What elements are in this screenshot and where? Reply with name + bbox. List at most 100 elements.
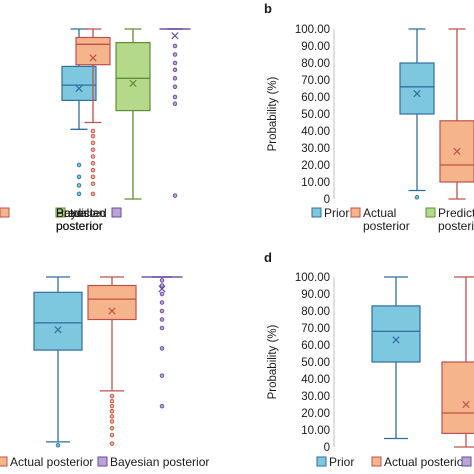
legend-label: Actual posterior <box>10 455 93 469</box>
y-tick-label: 70.00 <box>301 75 330 87</box>
outlier-point <box>172 43 178 49</box>
legend-swatch <box>97 456 108 467</box>
mean-marker <box>392 336 400 344</box>
mean-marker <box>462 400 470 409</box>
outlier-point <box>90 181 96 186</box>
outlier-point <box>172 84 178 90</box>
panel-letter: b <box>264 1 272 16</box>
legend-label: Bayesian <box>56 206 105 220</box>
legend-swatch <box>425 207 436 218</box>
outlier-point <box>90 133 96 139</box>
y-tick-label: 100.00 <box>295 272 330 284</box>
outlier-point <box>109 432 115 438</box>
legend-label: posterio <box>438 219 474 233</box>
outlier-point <box>159 291 165 297</box>
outlier-point <box>159 278 165 283</box>
legend-item-prior: Prior <box>316 455 354 469</box>
outlier-point <box>172 101 178 107</box>
outlier-point <box>172 193 178 198</box>
outlier-point <box>414 195 420 200</box>
mean-marker <box>89 54 97 62</box>
mean-marker <box>413 89 421 98</box>
box-body <box>399 62 435 115</box>
outlier-point <box>159 317 165 322</box>
y-tick-label: 100.00 <box>295 24 330 36</box>
legend-label: Prior <box>329 455 354 469</box>
y-tick-label: 50.00 <box>301 357 330 369</box>
legend-label: Predict <box>438 206 474 220</box>
outlier-point <box>55 443 61 448</box>
box-actual <box>441 276 474 448</box>
box-actual <box>439 28 474 200</box>
box-prior <box>399 28 435 200</box>
box-body <box>75 36 111 66</box>
mean-marker <box>129 79 137 88</box>
legend-swatch <box>111 207 122 218</box>
legend-item-prior: Prior <box>311 206 349 220</box>
outlier-point <box>90 161 96 166</box>
outlier-point <box>109 398 115 404</box>
panel-letter: d <box>264 250 272 265</box>
box-body <box>441 361 474 435</box>
outlier-point <box>90 128 96 134</box>
mean-marker <box>54 326 62 334</box>
legend-label: Actual posterior <box>384 455 467 469</box>
y-tick-label: 20.00 <box>301 160 330 172</box>
legend-item-predicted: Predictposterio <box>425 206 474 233</box>
legend-swatch <box>0 456 8 467</box>
legend-swatch <box>311 207 322 218</box>
outlier-point <box>159 283 165 288</box>
outlier-point <box>172 94 178 100</box>
outlier-point <box>159 308 165 314</box>
legend-item-bayesian: Bayesian posterior <box>97 455 209 469</box>
y-tick-label: 0 <box>324 194 330 206</box>
legend-label: Prior <box>324 206 349 220</box>
mean-marker <box>171 32 179 40</box>
box-predicted <box>115 28 151 200</box>
y-tick-label: 80.00 <box>301 58 330 70</box>
legend-label: Actual <box>363 206 396 220</box>
y-tick-label: 30.00 <box>301 143 330 155</box>
outlier-point <box>90 191 96 197</box>
outlier-point <box>76 162 82 168</box>
box-bayesian <box>159 28 191 198</box>
legend-swatch <box>0 207 10 218</box>
outlier-point <box>90 174 96 180</box>
box-actual <box>87 276 137 446</box>
y-tick-label: 50.00 <box>301 109 330 121</box>
outlier-point <box>76 174 82 180</box>
box-bayesian <box>141 276 183 409</box>
y-tick-label: 0 <box>324 442 330 454</box>
y-tick-label: 40.00 <box>301 126 330 138</box>
y-tick-label: 90.00 <box>301 289 330 301</box>
box-prior <box>371 276 421 440</box>
mean-marker <box>108 307 116 315</box>
panel-a: ActualposteriorPredictedposteriorBayesia… <box>0 28 191 233</box>
legend-label: posterior <box>56 219 103 233</box>
panel-c: Actual posterior Bayesian posterior <box>0 276 209 469</box>
outlier-point <box>172 52 178 57</box>
legend-label: posterior <box>56 219 103 233</box>
legend-item-actual: Actual posterior <box>371 455 467 469</box>
outlier-point <box>109 414 115 419</box>
panel-d: d 0 10.00 20.00 30.00 40.00 50.00 60.00 70.00 80.… <box>264 250 474 469</box>
outlier-point <box>109 419 115 424</box>
box-body <box>87 284 137 321</box>
mean-marker <box>75 84 83 93</box>
y-tick-label: 80.00 <box>301 306 330 318</box>
legend-label: posterior <box>363 219 410 233</box>
outlier-point <box>159 300 165 305</box>
legend-label: Bayesian posterior <box>110 455 209 469</box>
box-body <box>33 291 83 351</box>
y-axis-label: Probability (%) <box>267 324 279 399</box>
y-tick-label: 30.00 <box>301 391 330 403</box>
legend-swatch <box>316 456 327 467</box>
outlier-point <box>90 154 96 159</box>
outlier-point <box>172 67 178 73</box>
legend-swatch <box>371 456 382 467</box>
legend-item-bayesian <box>461 456 472 467</box>
